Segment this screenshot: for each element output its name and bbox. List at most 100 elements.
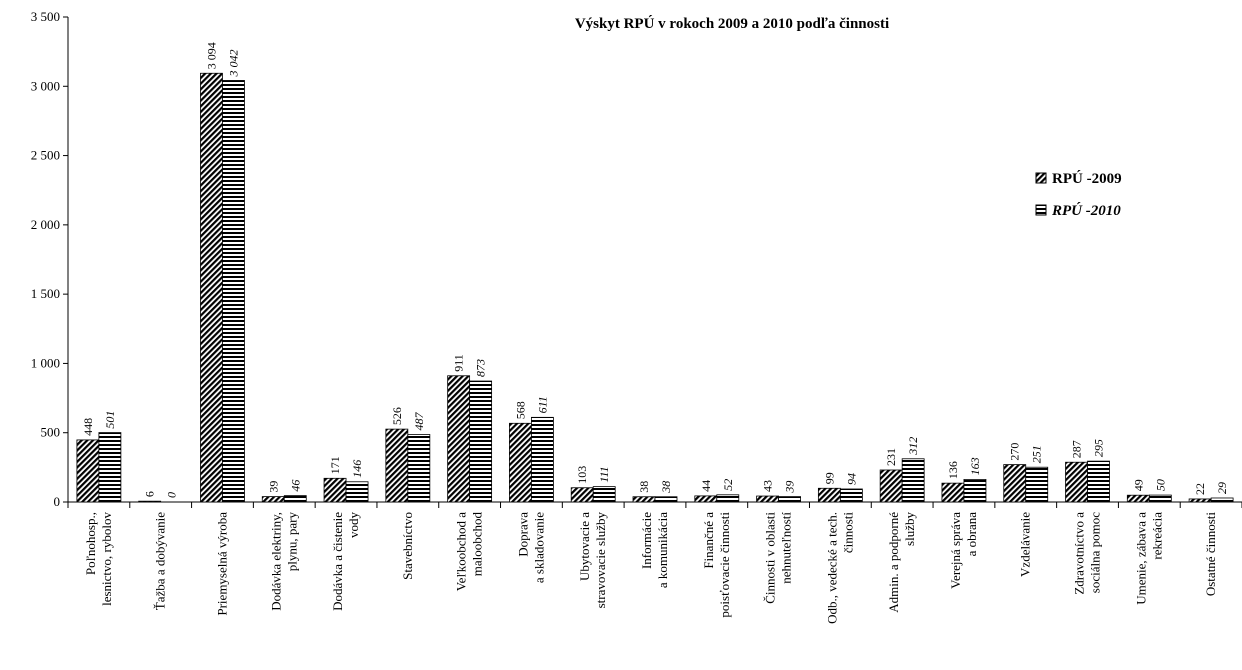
- value-label: 448: [81, 418, 95, 436]
- bar: [716, 494, 740, 503]
- bar: [632, 496, 656, 503]
- bar: [1210, 497, 1234, 503]
- value-label: 50: [1153, 479, 1167, 491]
- y-tick-label: 1 500: [31, 286, 60, 301]
- x-tick-label: Umenie, zábava arekreácia: [1133, 512, 1164, 605]
- value-label: 487: [412, 412, 426, 431]
- value-label: 29: [1215, 482, 1229, 494]
- x-tick-label: Admin. a podpornéslužby: [886, 512, 917, 613]
- bar: [261, 496, 285, 503]
- y-tick-label: 2 000: [31, 217, 60, 232]
- value-label: 0: [165, 492, 179, 498]
- x-tick-label: Informáciea komunikácia: [639, 512, 670, 588]
- bar: [509, 422, 532, 503]
- bar: [1148, 494, 1172, 503]
- value-label: 287: [1070, 440, 1084, 458]
- x-tick-label: Dodávka elektriny,plynu, pary: [268, 512, 299, 611]
- x-tick-label: Dopravaa skladovanie: [515, 512, 546, 583]
- bar: [901, 458, 925, 503]
- value-label: 94: [844, 473, 858, 485]
- bar: [200, 72, 223, 503]
- bar: [963, 479, 987, 503]
- x-tick-label: Ostatné činnosti: [1203, 512, 1218, 597]
- value-label: 46: [288, 480, 302, 492]
- value-label: 49: [1131, 479, 1145, 491]
- bar: [76, 439, 100, 503]
- y-tick-label: 500: [41, 425, 61, 440]
- y-tick-label: 1 000: [31, 355, 60, 370]
- bar: [1188, 498, 1212, 503]
- bar: [592, 486, 616, 503]
- value-label: 568: [513, 401, 527, 419]
- value-label: 52: [721, 479, 735, 491]
- bar: [694, 495, 718, 503]
- bar: [283, 495, 307, 503]
- value-label: 312: [906, 437, 920, 456]
- bar: [941, 482, 965, 503]
- y-tick-label: 2 500: [31, 148, 60, 163]
- value-label: 251: [1030, 445, 1044, 463]
- value-label: 22: [1193, 483, 1207, 495]
- x-tick-label: Verejná správaa obrana: [948, 512, 979, 589]
- y-tick-label: 3 000: [31, 78, 60, 93]
- bar: [570, 487, 594, 503]
- bar: [778, 496, 801, 503]
- chart-title: Výskyt RPÚ v rokoch 2009 a 2010 podľa či…: [575, 15, 889, 32]
- value-label: 163: [968, 457, 982, 475]
- x-tick-label: Dodávka a čistenievody: [330, 512, 361, 611]
- bar: [1025, 466, 1049, 503]
- bar: [469, 380, 493, 503]
- x-tick-label: Poľnohosp.,lesnictvo, rybolov: [83, 512, 114, 606]
- y-tick-label: 3 500: [31, 9, 60, 24]
- value-label: 44: [699, 480, 713, 492]
- value-label: 3 094: [204, 42, 218, 69]
- x-tick-label: Priemyselná výroba: [214, 512, 229, 616]
- x-tick-label: Ťažba a dobývanie: [153, 512, 168, 610]
- legend-label: RPÚ -2009: [1052, 170, 1122, 187]
- bar: [1087, 460, 1110, 503]
- value-label: 270: [1008, 443, 1022, 461]
- value-label: 231: [884, 448, 898, 466]
- x-tick-label: Finančné apoisťovacie činnosti: [701, 512, 732, 618]
- bar: [531, 416, 554, 503]
- value-label: 103: [575, 466, 589, 484]
- value-label: 911: [452, 354, 466, 372]
- value-label: 39: [266, 481, 280, 493]
- bar: [1065, 461, 1088, 503]
- value-label: 873: [474, 359, 488, 377]
- value-label: 38: [659, 481, 673, 494]
- value-label: 39: [783, 481, 797, 494]
- legend-swatch: [1035, 172, 1047, 184]
- bar: [879, 469, 903, 503]
- y-tick-label: 0: [54, 494, 61, 509]
- bar: [817, 487, 841, 503]
- value-label: 171: [328, 456, 342, 474]
- x-tick-label: Ubytovacie astravovacie služby: [577, 512, 608, 609]
- bar: [138, 500, 162, 503]
- x-tick-label: Zdravotníctvo asociálna pomoc: [1072, 512, 1103, 595]
- bar: [345, 481, 369, 503]
- legend-swatch: [1035, 204, 1047, 216]
- value-label: 526: [390, 407, 404, 425]
- x-tick-label: Činnosti v oblastinehnuteľností: [763, 512, 794, 604]
- bar: [654, 496, 678, 503]
- bar: [407, 434, 431, 503]
- x-tick-label: Stavebníctvo: [400, 512, 415, 580]
- bar: [1126, 494, 1150, 503]
- bar: [756, 495, 779, 503]
- value-label: 295: [1092, 439, 1106, 457]
- value-label: 6: [143, 491, 157, 497]
- legend-label: RPÚ -2010: [1051, 202, 1121, 219]
- bar: [447, 375, 471, 503]
- bar: [323, 477, 347, 503]
- value-label: 99: [822, 472, 836, 484]
- bar: [385, 428, 409, 503]
- bar: [1003, 464, 1027, 503]
- value-label: 43: [761, 480, 775, 492]
- bar: [98, 432, 122, 503]
- value-label: 38: [637, 481, 651, 493]
- bar: [222, 80, 245, 503]
- value-label: 146: [350, 460, 364, 478]
- value-label: 3 042: [226, 49, 240, 77]
- x-tick-label: Odb., vedecké a tech.činnosti: [824, 512, 855, 624]
